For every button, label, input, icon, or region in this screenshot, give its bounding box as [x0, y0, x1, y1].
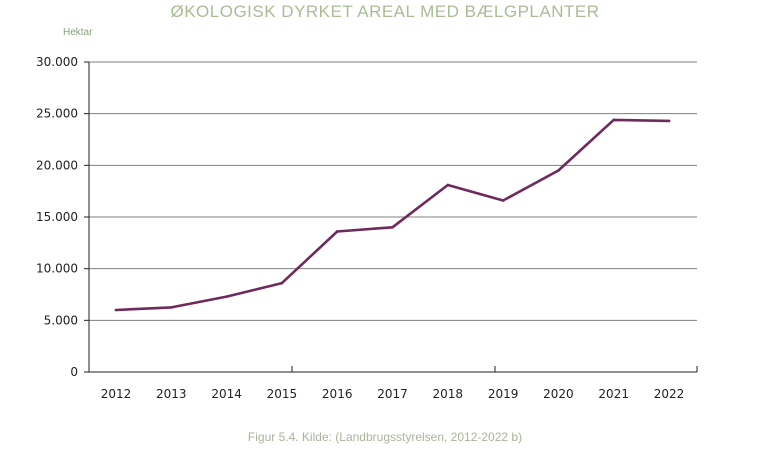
- x-tick-label: 2018: [433, 387, 464, 401]
- data-point: [335, 230, 339, 233]
- x-tick-label: 2020: [543, 387, 574, 401]
- y-tick-label: 10.000: [36, 262, 78, 276]
- x-tick-label: 2017: [377, 387, 408, 401]
- chart-title: ØKOLOGISK DYRKET AREAL MED BÆLGPLANTER: [170, 2, 600, 21]
- x-tick-label: 2016: [322, 387, 353, 401]
- data-point: [612, 118, 615, 122]
- y-tick-label: 25.000: [36, 107, 78, 121]
- data-point: [446, 183, 450, 187]
- x-tick-labels: 2012 2013 2014 2015 2016 2017 2018 2019 2020 2021…: [101, 387, 685, 401]
- figure-caption: Figur 5.4. Kilde: (Landbrugsstyrelsen, 2…: [247, 430, 523, 444]
- y-axis-unit-label: Hektar: [63, 27, 93, 38]
- y-tick-label: 15.000: [36, 210, 78, 224]
- data-point: [280, 281, 284, 285]
- series-line: [114, 118, 671, 312]
- x-tick-label: 2021: [598, 387, 629, 401]
- gridlines: [89, 61, 697, 321]
- data-point: [557, 169, 560, 172]
- x-tick-label: 2019: [488, 387, 519, 401]
- y-tick-label: 5.000: [44, 313, 78, 327]
- data-point: [391, 226, 394, 229]
- y-tick-label: 30.000: [36, 55, 78, 69]
- x-tick-label: 2014: [211, 387, 242, 401]
- y-tick-label: 0: [70, 365, 78, 379]
- x-tick-label: 2013: [156, 387, 187, 401]
- data-point: [501, 199, 505, 202]
- data-point: [170, 306, 173, 309]
- x-tick-label: 2015: [267, 387, 298, 401]
- data-point: [114, 308, 118, 312]
- data-series: [114, 118, 671, 312]
- y-tick-label: 20.000: [36, 158, 78, 172]
- y-tick-labels: 0 5.000 10.000 15.000 20.000 25.000 30.000: [36, 55, 78, 379]
- data-point: [667, 119, 671, 123]
- x-tick-label: 2012: [101, 387, 132, 401]
- axes: [84, 61, 698, 373]
- x-tick-label: 2022: [654, 387, 685, 401]
- data-point: [225, 295, 228, 298]
